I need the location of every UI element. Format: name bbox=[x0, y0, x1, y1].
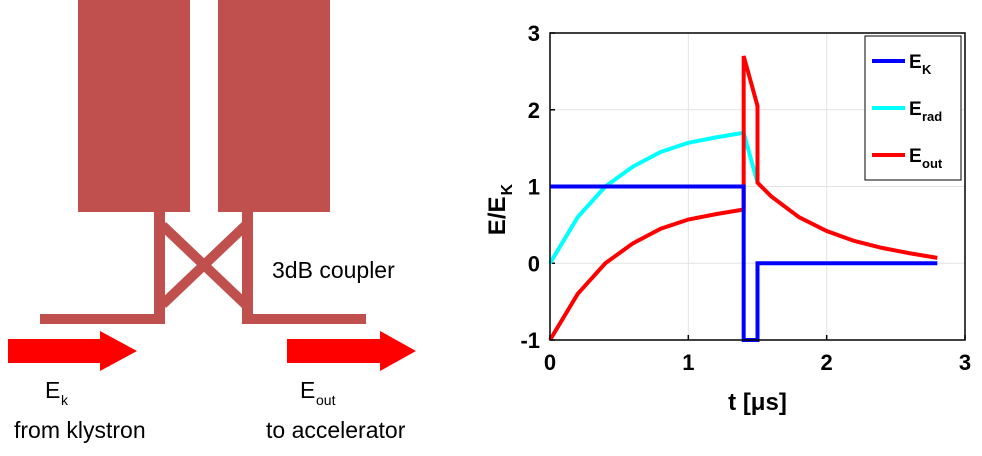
x-tick-label: 1 bbox=[682, 350, 694, 375]
y-tick-label: 3 bbox=[528, 21, 540, 46]
cavity bbox=[218, 0, 330, 212]
input-subscript: k bbox=[61, 392, 69, 408]
output-caption: to accelerator bbox=[266, 417, 406, 443]
legend-subscript: K bbox=[922, 62, 932, 77]
waveguide bbox=[242, 212, 253, 324]
legend-subscript: rad bbox=[922, 109, 942, 124]
coupler-diagram bbox=[40, 0, 366, 324]
legend-label: E bbox=[909, 99, 922, 120]
waveguide bbox=[40, 314, 165, 324]
y-axis-label-text: E/E bbox=[484, 197, 511, 236]
coupler-label: 3dB coupler bbox=[272, 257, 395, 283]
output-subscript: out bbox=[316, 392, 336, 408]
legend-subscript: out bbox=[922, 156, 943, 171]
legend-label: E bbox=[909, 52, 922, 73]
y-axis-label-subscript: K bbox=[499, 184, 516, 196]
x-tick-label: 3 bbox=[959, 350, 971, 375]
input-caption: from klystron bbox=[14, 417, 146, 443]
arrow bbox=[8, 331, 137, 371]
waveguide bbox=[160, 222, 248, 308]
waveguide bbox=[154, 212, 165, 324]
x-axis-label: t [μs] bbox=[728, 389, 787, 416]
cavity bbox=[78, 0, 190, 212]
y-axis-label: E/EK bbox=[484, 184, 516, 236]
arrow bbox=[287, 331, 416, 371]
data-line bbox=[548, 55, 938, 342]
y-tick-label: -1 bbox=[520, 328, 540, 353]
legend-label: E bbox=[909, 146, 922, 167]
input-symbol: E bbox=[45, 377, 60, 403]
data-line bbox=[548, 130, 760, 265]
y-tick-label: 2 bbox=[528, 98, 540, 123]
waveguide bbox=[242, 314, 366, 324]
y-tick-label: 1 bbox=[528, 175, 540, 200]
output-symbol: E bbox=[300, 377, 315, 403]
y-tick-label: 0 bbox=[528, 251, 540, 276]
plot-frame bbox=[549, 32, 966, 341]
x-tick-label: 2 bbox=[821, 350, 833, 375]
x-tick-label: 0 bbox=[544, 350, 556, 375]
